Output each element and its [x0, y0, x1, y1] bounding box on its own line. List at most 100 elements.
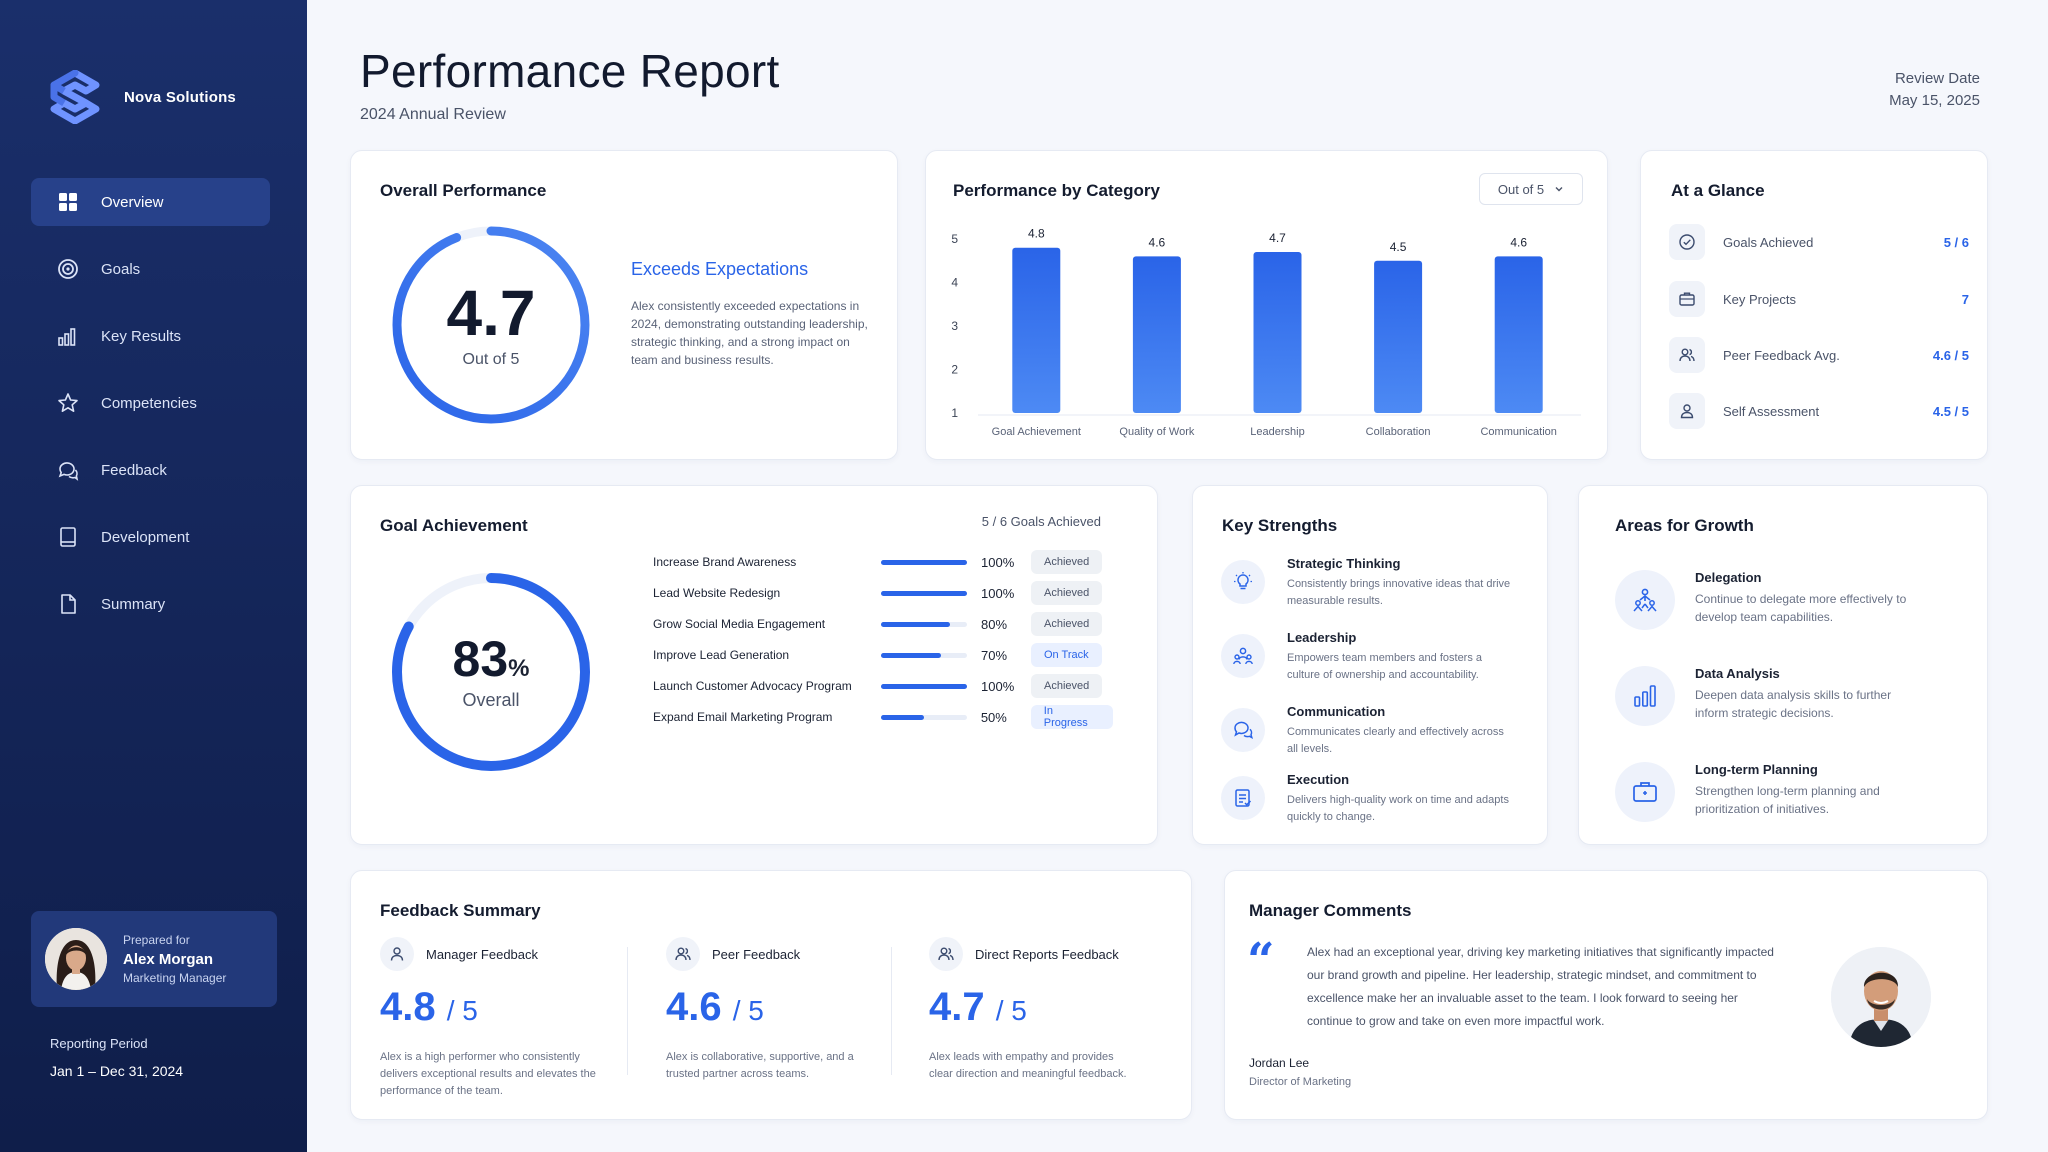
book-icon	[57, 526, 79, 548]
review-label: Review Date	[1894, 70, 1980, 87]
sidebar: Nova Solutions Overview Goals Key Result…	[0, 0, 307, 1152]
dropdown-value: Out of 5	[1497, 181, 1545, 197]
prepared-for-card[interactable]: Prepared for Alex Morgan Marketing Manag…	[31, 911, 277, 1007]
nav-item-development[interactable]: Development	[31, 513, 270, 561]
overall-description: Alex consistently exceeded expectations …	[631, 299, 868, 367]
bar[interactable]	[1494, 256, 1543, 413]
sidebar-nav: Overview Goals Key Results Competencies …	[31, 178, 270, 647]
bar-chart-icon	[1615, 666, 1675, 726]
card-title: Areas for Growth	[1615, 516, 1754, 535]
goal-progress-fill	[881, 652, 942, 658]
review-date: Review Date May 15, 2025	[1889, 68, 1980, 112]
feedback-name: Peer Feedback	[712, 946, 801, 962]
status-badge: Achieved	[1031, 550, 1103, 574]
feedback-denominator: / 5	[446, 995, 478, 1026]
nav-item-competencies[interactable]: Competencies	[31, 379, 270, 427]
nav-item-summary[interactable]: Summary	[31, 580, 270, 628]
glance-label: Goals Achieved	[1723, 234, 1814, 250]
goal-overall-number: 83	[452, 630, 509, 687]
card-title: Performance by Category	[953, 181, 1160, 200]
grid-icon	[57, 191, 79, 213]
feedback-denominator: / 5	[732, 995, 764, 1026]
glance-label: Key Projects	[1723, 291, 1796, 307]
bar[interactable]	[1132, 256, 1181, 413]
overall-rating: Exceeds Expectations	[631, 259, 809, 279]
goal-name: Grow Social Media Engagement	[653, 617, 826, 631]
checklist-icon	[1221, 776, 1265, 820]
prepared-role: Marketing Manager	[123, 971, 227, 985]
feedback-direct-reports: Direct Reports Feedback 4.7 / 5 Alex lea…	[929, 937, 1179, 1083]
goal-percent: 100%	[981, 678, 1015, 694]
feedback-summary-card: Feedback Summary Manager Feedback 4.8 / …	[350, 870, 1192, 1120]
star-icon	[57, 392, 79, 414]
growth-desc: Deepen data analysis skills to further i…	[1695, 688, 1892, 720]
category-bar-chart: 1 2 3 4 5 4.8 Goal Achievement 4.6 Quality of Wo…	[951, 227, 1581, 438]
review-value: May 15, 2025	[1889, 92, 1980, 109]
feedback-score: 4.8	[380, 985, 436, 1029]
avatar	[45, 928, 107, 990]
team-icon	[1221, 634, 1265, 678]
user-icon	[1669, 393, 1705, 429]
feedback-desc: Alex is a high performer who consistentl…	[380, 1051, 596, 1097]
nav-label: Goals	[101, 260, 141, 278]
card-title: Feedback Summary	[380, 901, 541, 920]
overall-score-arc	[392, 226, 590, 424]
nav-item-feedback[interactable]: Feedback	[31, 446, 270, 494]
data-label: 4.8	[1028, 227, 1045, 241]
feedback-desc: Alex leads with empathy and provides cle…	[929, 1051, 1127, 1080]
nav-label: Overview	[101, 193, 164, 211]
card-title: At a Glance	[1671, 181, 1765, 200]
overall-score-ring: 4.7 Out of 5	[387, 221, 595, 429]
overall-performance-card: Overall Performance 4.7 Out of 5 Exceeds…	[350, 150, 898, 460]
period-value: Jan 1 – Dec 31, 2024	[50, 1063, 184, 1079]
nav-item-goals[interactable]: Goals	[31, 245, 270, 293]
goal-name: Improve Lead Generation	[653, 648, 790, 662]
bar[interactable]	[1374, 260, 1423, 413]
goal-row: Grow Social Media Engagement 80% Achieved	[653, 612, 1113, 636]
page-title: Performance Report	[360, 45, 780, 97]
status-badge: Achieved	[1031, 674, 1103, 698]
strength-desc: Delivers high-quality work on time and a…	[1287, 794, 1509, 823]
y-tick-label: 5	[951, 232, 958, 246]
document-icon	[57, 593, 79, 615]
bar[interactable]	[1012, 247, 1061, 413]
goal-progress-fill	[881, 621, 950, 627]
key-strengths-card: Key Strengths Strategic Thinking Consist…	[1192, 485, 1548, 845]
nav-label: Feedback	[101, 461, 167, 479]
feedback-name: Manager Feedback	[426, 946, 539, 962]
goal-progress-bar	[881, 590, 967, 596]
nav-label: Development	[101, 528, 190, 546]
goal-row: Increase Brand Awareness 100% Achieved	[653, 550, 1113, 574]
target-icon	[57, 258, 79, 280]
users-icon	[666, 937, 700, 971]
period-label: Reporting Period	[50, 1036, 148, 1051]
status-badge: Achieved	[1031, 581, 1103, 605]
scale-dropdown[interactable]: Out of 5	[1479, 173, 1583, 205]
overall-score: 4.7	[446, 277, 536, 349]
goal-progress-bar	[881, 621, 967, 627]
glance-value: 7	[1961, 291, 1969, 307]
growth-title: Delegation	[1695, 570, 1762, 585]
manager-comments-card: Manager Comments “ Alex had an exception…	[1224, 870, 1988, 1120]
goal-progress-fill	[881, 590, 967, 596]
goal-overall-label: Overall	[462, 689, 520, 710]
chat-icon	[1221, 708, 1265, 752]
goal-progress-bar	[880, 714, 967, 720]
feedback-peer: Peer Feedback 4.6 / 5 Alex is collaborat…	[666, 937, 916, 1083]
feedback-desc: Alex is collaborative, supportive, and a…	[666, 1051, 854, 1080]
glance-row-self-assessment: Self Assessment 4.5 / 5	[1669, 393, 1969, 429]
growth-title: Data Analysis	[1695, 666, 1780, 681]
feedback-manager: Manager Feedback 4.8 / 5 Alex is a high …	[380, 937, 630, 1100]
y-tick-label: 1	[951, 406, 958, 420]
bar[interactable]	[1253, 252, 1302, 413]
user-icon	[380, 937, 414, 971]
prepared-label: Prepared for	[123, 933, 190, 947]
nav-item-key-results[interactable]: Key Results	[31, 312, 270, 360]
goal-row: Improve Lead Generation 70% On Track	[653, 643, 1113, 667]
glance-label: Self Assessment	[1723, 403, 1820, 419]
goal-achievement-card: Goal Achievement 5 / 6 Goals Achieved 83…	[350, 485, 1158, 845]
nav-item-overview[interactable]: Overview	[31, 178, 270, 226]
goal-name: Increase Brand Awareness	[653, 555, 797, 569]
areas-for-growth-card: Areas for Growth Delegation Continue to …	[1578, 485, 1988, 845]
brand[interactable]: Nova Solutions	[48, 70, 236, 124]
